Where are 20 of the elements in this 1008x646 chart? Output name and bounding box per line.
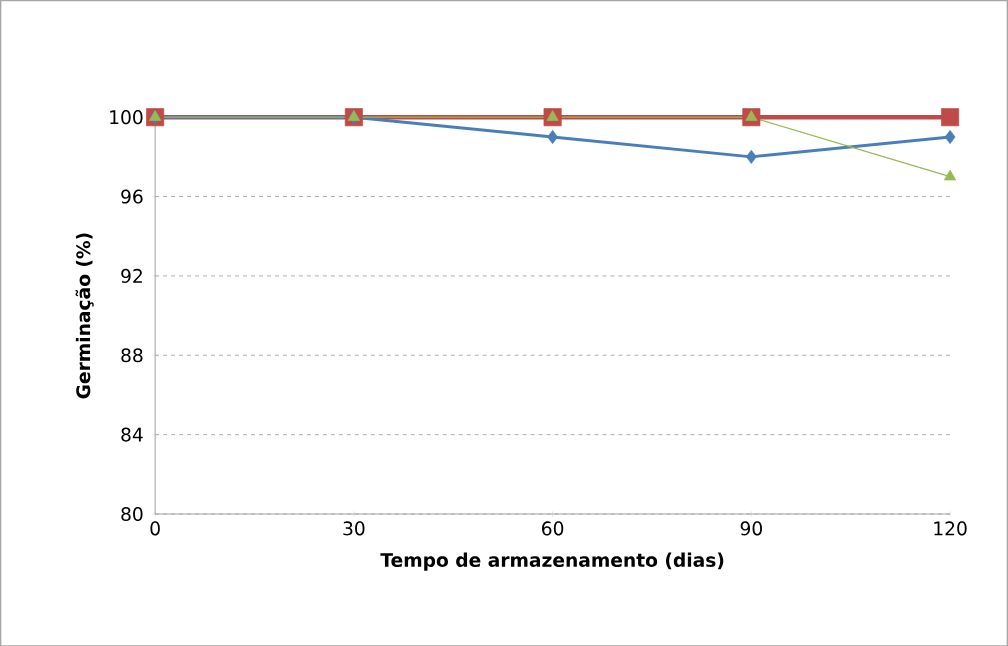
point [746,149,757,164]
y-tick-label: 80 [121,506,143,521]
point [745,109,758,121]
x-tick-label: 120 [934,521,967,536]
x-tick-label: 30 [343,521,365,536]
y-tick-label: 100 [110,109,143,124]
point [943,169,957,181]
y-axis-title: Germinação (%) [75,233,94,399]
point [944,129,956,144]
y-tick-label: 92 [121,268,142,283]
x-axis-title: Tempo de armazenamento (dias) [380,552,724,571]
y-tick-label: 96 [121,189,143,204]
x-tick-label: 60 [542,521,564,536]
point [546,109,559,121]
y-tick-label: 88 [121,347,143,363]
y-tick-label: 84 [121,427,143,442]
x-tick-label: 90 [740,521,762,536]
x-tick-label: 0 [150,521,160,536]
point [547,129,558,144]
point [941,107,960,126]
